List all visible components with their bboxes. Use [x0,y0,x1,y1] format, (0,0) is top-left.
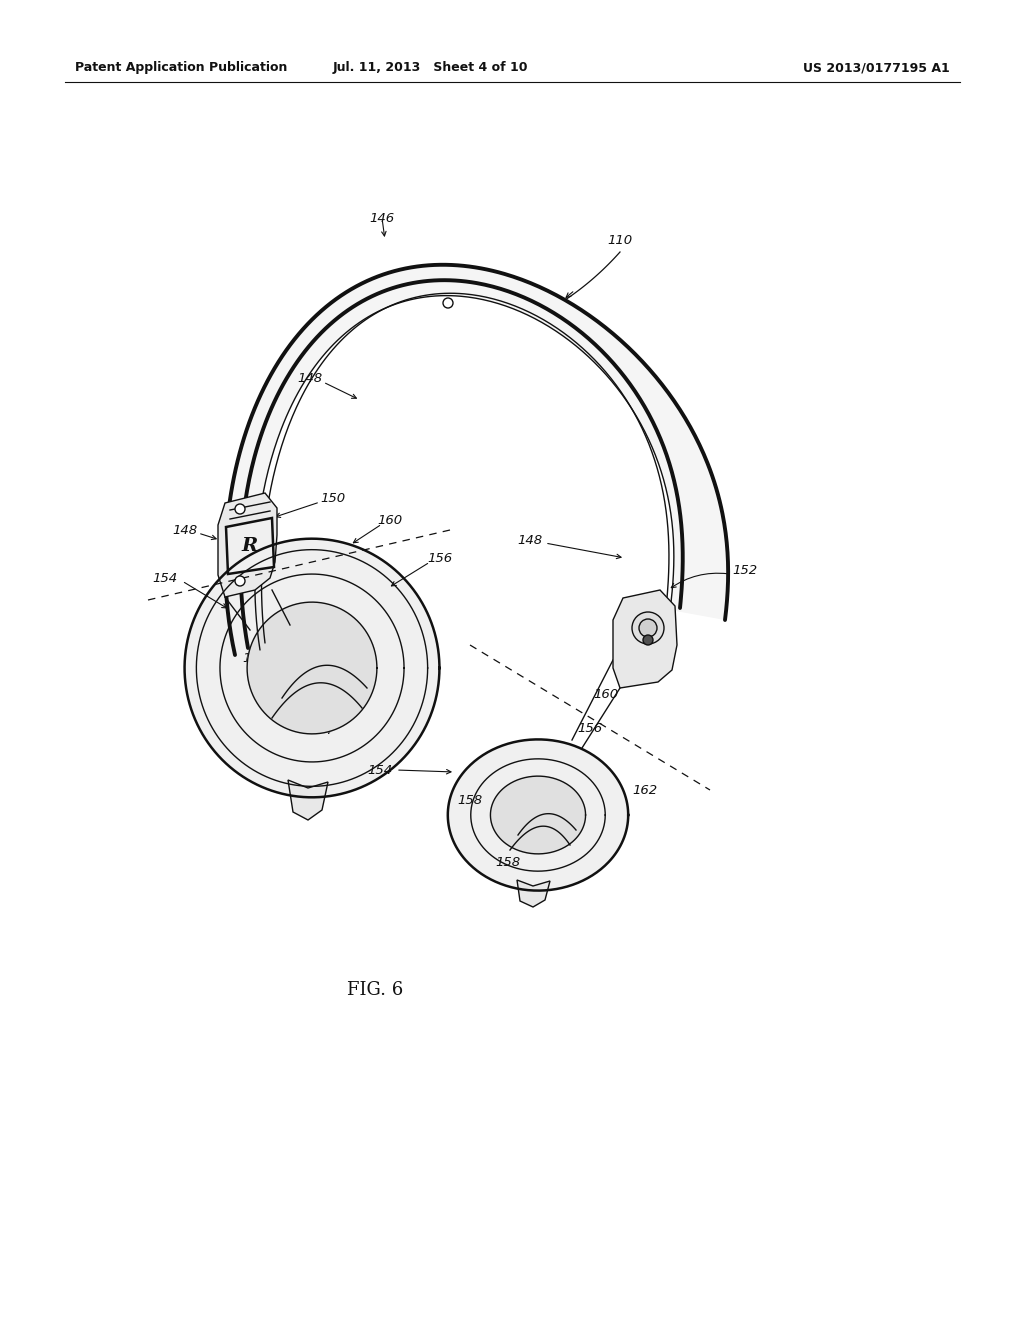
Text: 146: 146 [370,211,394,224]
Text: 162: 162 [307,653,333,667]
Polygon shape [226,517,274,574]
Circle shape [443,298,453,308]
Polygon shape [490,776,586,854]
Text: 158: 158 [290,603,314,616]
Polygon shape [288,780,328,820]
Text: Jul. 11, 2013   Sheet 4 of 10: Jul. 11, 2013 Sheet 4 of 10 [332,62,527,74]
Polygon shape [184,539,439,797]
Circle shape [234,576,245,586]
Text: 152: 152 [732,564,758,577]
Polygon shape [247,602,377,734]
Text: 148: 148 [517,533,543,546]
Text: FIG. 6: FIG. 6 [347,981,403,999]
Polygon shape [225,265,728,655]
Circle shape [632,612,664,644]
Polygon shape [447,739,628,891]
Text: 110: 110 [607,234,633,247]
Circle shape [639,619,657,638]
Text: 164: 164 [307,723,333,737]
Circle shape [234,504,245,513]
Text: 158: 158 [496,855,520,869]
Polygon shape [517,880,550,907]
Text: 158: 158 [458,793,482,807]
Text: 162: 162 [633,784,657,796]
Text: 160: 160 [594,689,618,701]
Text: 154: 154 [153,572,177,585]
Text: 150: 150 [319,491,345,504]
Text: Patent Application Publication: Patent Application Publication [75,62,288,74]
Text: 154: 154 [368,763,392,776]
Text: 148: 148 [172,524,198,536]
Text: 156: 156 [578,722,602,734]
Text: 160: 160 [243,652,267,664]
Text: 160: 160 [378,513,402,527]
Text: R: R [242,537,258,554]
Circle shape [643,635,653,645]
Text: 156: 156 [427,552,453,565]
Text: 164: 164 [519,813,545,826]
Text: US 2013/0177195 A1: US 2013/0177195 A1 [803,62,950,74]
Text: 148: 148 [297,371,323,384]
Polygon shape [613,590,677,688]
Polygon shape [218,492,278,597]
